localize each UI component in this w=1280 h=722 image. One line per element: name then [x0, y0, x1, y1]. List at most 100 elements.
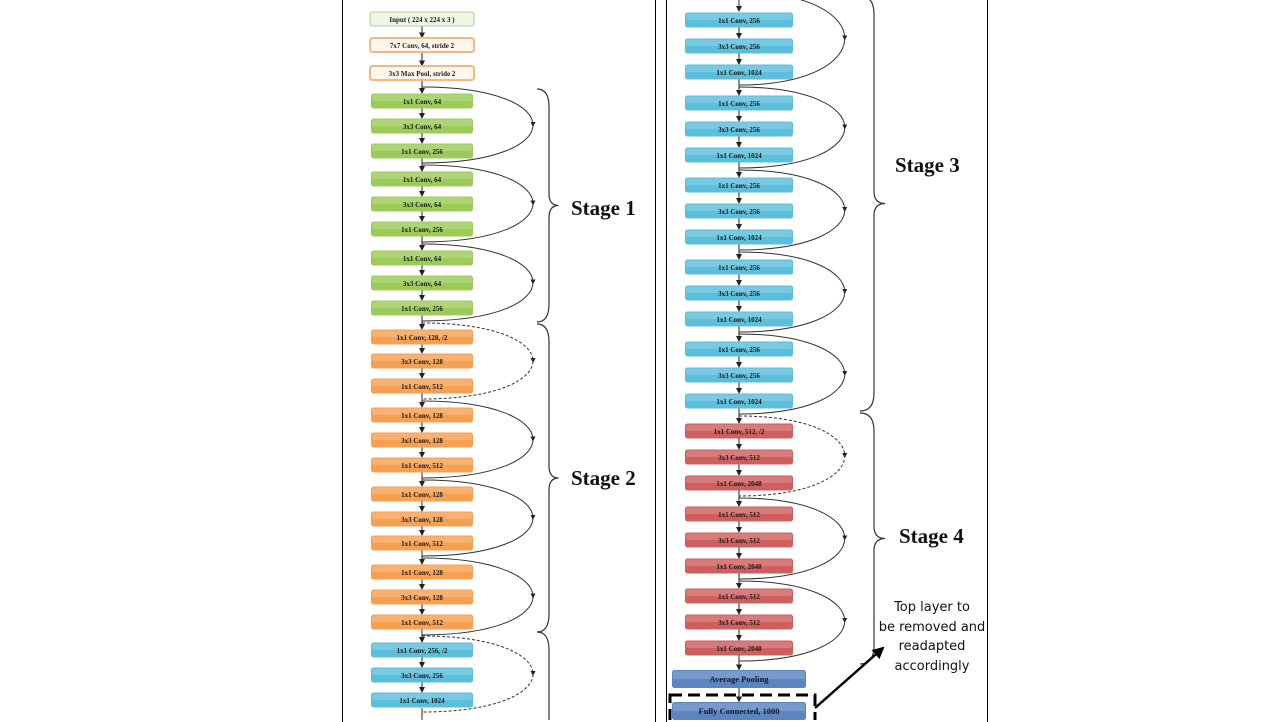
layer-block-shape	[371, 143, 473, 159]
layer-block-shape	[371, 589, 473, 605]
layer-block: Input ( 224 x 224 x 3 )	[369, 11, 475, 27]
layer-block-label: 1x1 Conv, 256	[718, 100, 760, 108]
layer-block-shape	[685, 64, 793, 80]
layer-block-shape	[685, 285, 793, 301]
layer-block-shape	[371, 250, 473, 266]
annotation-line: be removed and	[878, 619, 986, 635]
annotation-line: Top layer to	[894, 600, 970, 615]
layer-block-gloss	[372, 615, 472, 622]
layer-block-gloss	[686, 122, 792, 129]
layer-block-shape	[371, 93, 473, 109]
layer-block-gloss	[686, 424, 792, 431]
layer-block: 1x1 Conv, 128, /2	[371, 329, 473, 345]
layer-block-label: 1x1 Conv, 1024	[716, 398, 762, 406]
layer-block-gloss	[372, 251, 472, 258]
layer-block-shape	[371, 118, 473, 134]
layer-block: 1x1 Conv, 512	[685, 506, 793, 522]
layer-block: 1x1 Conv, 1024	[685, 311, 793, 327]
layer-block: 3x3 Conv, 512	[685, 449, 793, 465]
shortcut-arrowhead	[842, 35, 848, 41]
left-panel-frame	[342, 0, 656, 722]
layer-block: Average Pooling	[672, 670, 806, 688]
top-layer-dashed-box	[668, 693, 817, 720]
layer-block: 1x1 Conv, 1024	[685, 229, 793, 245]
layer-block-gloss	[372, 144, 472, 151]
layer-block-shape	[685, 449, 793, 465]
layer-block-label: 1x1 Conv, 256	[401, 148, 443, 156]
layer-block: 7x7 Conv, 64, stride 2	[369, 37, 475, 53]
layer-block-label: 1x1 Conv, 2048	[716, 645, 762, 653]
layer-block-label: Input ( 224 x 224 x 3 )	[389, 16, 455, 24]
layer-block: 3x3 Conv, 128	[371, 511, 473, 527]
layer-block-shape	[685, 423, 793, 439]
shortcut-arrowhead	[842, 535, 848, 541]
layer-block-shape	[371, 692, 473, 708]
stage-brace	[536, 323, 559, 633]
layer-block-shape	[685, 38, 793, 54]
layer-block-shape	[371, 196, 473, 212]
layer-block-label: 3x3 Conv, 256	[718, 43, 760, 51]
shortcut-arrowhead	[842, 289, 848, 294]
stage-1-label: Stage 1	[571, 196, 636, 220]
shortcut-arrowhead	[530, 358, 536, 363]
stage-braces-layer	[536, 0, 886, 720]
layer-block-gloss	[686, 39, 792, 46]
layer-block-shape	[371, 221, 473, 237]
layer-block-label: 1x1 Conv, 512, /2	[714, 428, 765, 436]
layer-block-label: 1x1 Conv, 128, /2	[397, 334, 448, 342]
layer-block-gloss	[372, 222, 472, 229]
layer-block-label: 7x7 Conv, 64, stride 2	[390, 42, 455, 50]
stage-brace	[536, 88, 559, 323]
layer-block-gloss	[372, 458, 472, 465]
layer-block: 1x1 Conv, 128	[371, 407, 473, 423]
layer-block-shape	[371, 457, 473, 473]
layer-block-shape	[371, 407, 473, 423]
layer-block-gloss	[372, 379, 472, 386]
layer-block-gloss	[372, 565, 472, 572]
layer-block-label: 3x3 Conv, 64	[403, 201, 442, 209]
layer-block-shape	[371, 564, 473, 580]
layer-block-label: 1x1 Conv, 2048	[716, 563, 762, 571]
layer-block-gloss	[372, 301, 472, 308]
layer-block-shape	[371, 535, 473, 551]
layer-block-gloss	[372, 354, 472, 361]
layer-block-gloss	[686, 96, 792, 103]
layer-block-gloss	[372, 693, 472, 700]
projection-shortcut	[421, 322, 534, 400]
layer-block-shape	[685, 393, 793, 409]
layer-block-shape	[371, 432, 473, 448]
layer-block-label: 1x1 Conv, 256	[718, 264, 760, 272]
layer-block-shape	[371, 642, 473, 658]
layer-block-shape	[685, 475, 793, 491]
layer-block: 3x3 Max Pool, stride 2	[369, 65, 475, 81]
layer-block: 1x1 Conv, 2048	[685, 475, 793, 491]
layer-block-label: 1x1 Conv, 1024	[716, 152, 762, 160]
layer-block-gloss	[372, 94, 472, 101]
layer-block: 3x3 Conv, 64	[371, 118, 473, 134]
layer-block-label: 1x1 Conv, 128	[401, 569, 443, 577]
layer-block-shape	[371, 614, 473, 630]
layer-block-shape	[672, 702, 806, 720]
layer-block-shape	[371, 511, 473, 527]
layer-block: 1x1 Conv, 2048	[685, 558, 793, 574]
layer-block-label: 1x1 Conv, 128	[401, 491, 443, 499]
layer-block-gloss	[673, 671, 805, 679]
layer-block-gloss	[372, 487, 472, 494]
shortcut-arrowhead	[842, 207, 848, 212]
shortcut-arrowhead	[530, 593, 536, 599]
layer-block: 1x1 Conv, 1024	[685, 64, 793, 80]
layer-block: 3x3 Conv, 128	[371, 432, 473, 448]
layer-block-shape	[371, 353, 473, 369]
layer-block-label: 3x3 Conv, 512	[718, 537, 760, 545]
layer-block-gloss	[686, 286, 792, 293]
layer-block-gloss	[372, 408, 472, 415]
layer-block-gloss	[372, 330, 472, 337]
layer-block: 1x1 Conv, 256	[371, 143, 473, 159]
layer-block-shape	[685, 311, 793, 327]
layer-block-label: 1x1 Conv, 512	[401, 462, 443, 470]
layer-block-label: 1x1 Conv, 1024	[716, 316, 762, 324]
layer-block-label: 3x3 Conv, 64	[403, 123, 442, 131]
layer-block-gloss	[686, 450, 792, 457]
layer-block: 3x3 Conv, 256	[685, 203, 793, 219]
